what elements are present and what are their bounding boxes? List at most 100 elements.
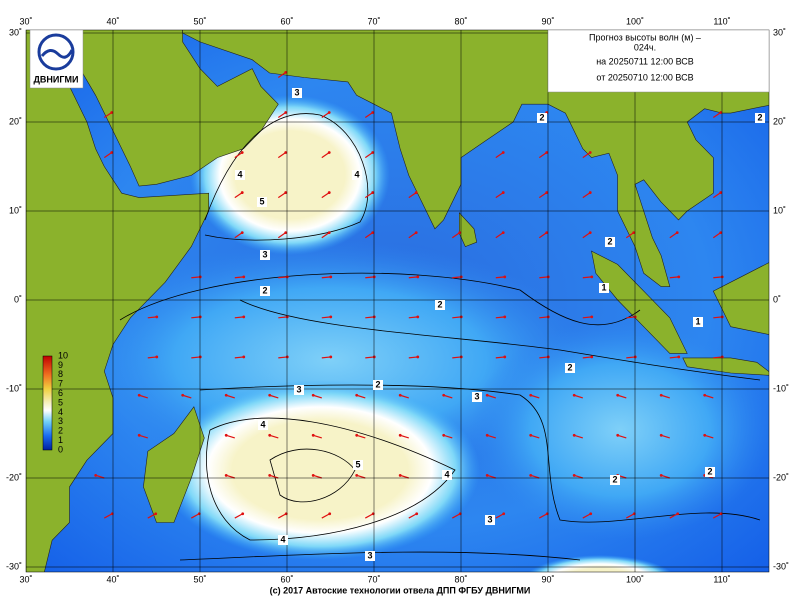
wind-arrow (278, 356, 288, 359)
wind-arrow-head (240, 191, 244, 194)
legend-label: 8 (58, 369, 63, 379)
wind-arrow (669, 513, 678, 519)
contour-label: 3 (262, 249, 267, 259)
wind-arrow (365, 356, 375, 359)
wind-arrow (104, 513, 113, 519)
wind-arrow-head (485, 473, 489, 477)
land (60, 30, 279, 187)
legend-label: 2 (58, 426, 63, 436)
wind-arrow-head (588, 191, 592, 194)
wind-arrow-head (442, 393, 446, 397)
wind-arrow-head (398, 393, 402, 397)
wind-arrow-head (371, 111, 375, 114)
wind-arrow-head (311, 393, 315, 397)
wind-arrow (400, 434, 409, 439)
wind-arrow (234, 316, 244, 319)
wind-arrow-head (720, 315, 724, 319)
lon-label-top: 100˚ (626, 16, 644, 26)
wind-arrow-head (676, 512, 680, 516)
wind-arrow (625, 232, 635, 239)
wind-arrow-head (328, 512, 332, 516)
wind-arrow (139, 394, 148, 399)
wind-arrow (704, 394, 714, 399)
lon-label-bottom: 80˚ (454, 574, 467, 584)
wind-arrow (495, 152, 504, 159)
wind-arrow (356, 434, 366, 439)
wind-arrow-head (503, 275, 507, 279)
wind-arrow-head (703, 433, 707, 437)
wind-arrow (495, 316, 505, 319)
wind-arrow (356, 394, 366, 399)
color-bar (42, 355, 53, 451)
lat-label-left: 20˚ (9, 116, 22, 126)
wind-arrow-head (198, 275, 202, 279)
wind-arrow (704, 434, 714, 439)
wind-arrow (539, 276, 549, 279)
legend-label: 6 (58, 388, 63, 398)
wind-arrow-head (284, 151, 288, 154)
wind-arrow-head (616, 393, 620, 397)
lat-label-right: -10˚ (773, 383, 789, 393)
wind-arrow (443, 434, 453, 439)
wind-arrow-head (501, 231, 505, 235)
wind-arrow-head (371, 231, 375, 235)
contour-label-bg (485, 515, 495, 525)
wind-arrow (400, 394, 409, 399)
lon-label-bottom: 100˚ (626, 574, 644, 584)
wind-arrow (574, 434, 583, 439)
high-waves (527, 555, 673, 572)
wind-arrow (713, 316, 723, 319)
wind-arrow-head (240, 231, 244, 235)
contour-label: 3 (367, 550, 372, 560)
wind-arrow (539, 356, 549, 359)
wind-arrow-head (414, 191, 418, 194)
wind-arrow (321, 276, 331, 279)
wind-arrow (574, 394, 583, 399)
wind-arrow-head (355, 473, 359, 477)
wind-arrow-head (616, 433, 620, 437)
wind-arrow-head (268, 473, 272, 477)
wind-arrow (269, 474, 279, 479)
wind-arrow (277, 192, 287, 199)
wind-arrow (234, 356, 244, 359)
contour-label-bg (260, 286, 270, 296)
contour-label-bg (292, 88, 302, 98)
wind-arrow-head (501, 191, 505, 194)
wind-arrow-head (242, 355, 246, 359)
wind-arrow (487, 474, 496, 479)
wind-arrow (582, 316, 592, 319)
legend-label: 10 (58, 350, 68, 360)
wind-arrow-head (442, 433, 446, 437)
wind-arrow (321, 111, 330, 119)
wind-arrow-head (284, 191, 288, 194)
contour-label: 3 (296, 384, 301, 394)
wind-arrow (530, 474, 540, 479)
wind-arrow-head (329, 275, 333, 279)
wind-arrow-head (110, 151, 114, 154)
wind-arrow (277, 152, 287, 159)
wind-arrow-head (545, 151, 549, 154)
lon-label-top: 50˚ (193, 16, 206, 26)
high-waves (160, 380, 480, 560)
footer: (с) 2017 Автоские технологии отвела ДПП … (270, 585, 531, 595)
wind-arrow (365, 513, 374, 519)
wind-arrow (147, 316, 157, 319)
wind-arrow (278, 316, 288, 319)
wind-arrow (408, 276, 418, 279)
logo-text: ДВНИГМИ (34, 74, 79, 84)
wind-arrow-head (572, 433, 576, 437)
contour-label: 3 (487, 514, 492, 524)
contour-label: 2 (262, 285, 267, 295)
wind-arrow-head (110, 111, 114, 114)
wind-arrow-head (242, 315, 246, 319)
wind-arrow-head (355, 393, 359, 397)
wind-arrow (713, 513, 722, 519)
wind-arrow-head (546, 275, 550, 279)
wind-arrow (626, 513, 635, 519)
contour-label: 5 (355, 459, 360, 469)
wind-arrow-head (529, 393, 533, 397)
wind-arrow-head (355, 433, 359, 437)
wind-arrow (364, 232, 374, 239)
wind-arrow-head (154, 512, 158, 516)
